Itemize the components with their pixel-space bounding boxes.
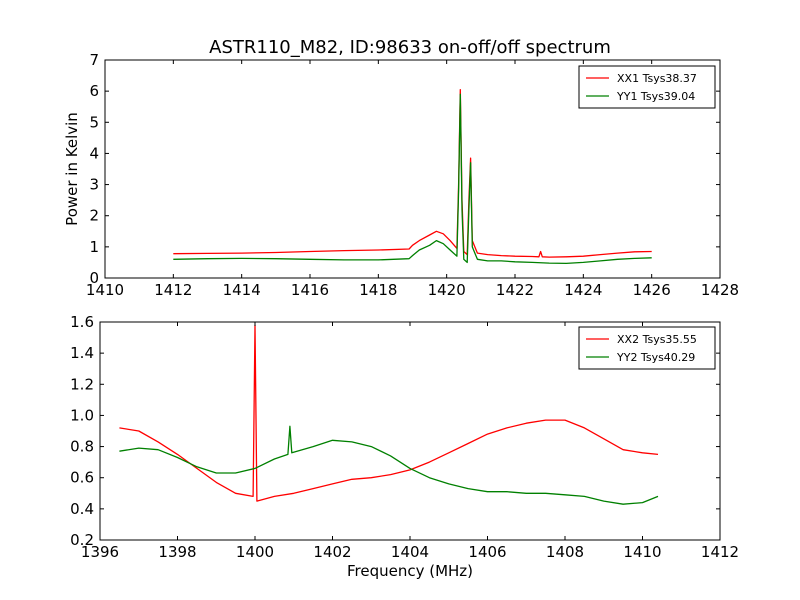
top-x-tick-label: 1426 (633, 281, 671, 299)
top-x-tick-label: 1416 (291, 281, 329, 299)
top-series-line-2 (173, 93, 652, 265)
top-x-tick-label: 1428 (701, 281, 739, 299)
bottom-x-tick-label: 1408 (546, 543, 584, 561)
bottom-x-tick-label: 1406 (468, 543, 506, 561)
bottom-y-tick-label: 1.0 (70, 406, 94, 424)
bottom-y-tick-label: 1.6 (70, 313, 94, 331)
top-y-tick-label: 6 (89, 82, 99, 100)
top-legend-label-2: YY1 Tsys39.04 (616, 90, 695, 103)
top-y-tick-label: 5 (89, 113, 99, 131)
top-x-tick-label: 1420 (428, 281, 466, 299)
bottom-x-tick-label: 1398 (158, 543, 196, 561)
top-series-layer (173, 88, 652, 265)
top-ticks-layer: 1410 1412 1414 1416 1418 1420 1422 1424 1426 1428… (86, 51, 739, 299)
x-axis-label: Frequency (MHz) (347, 562, 473, 580)
top-x-tick-label: 1424 (564, 281, 602, 299)
top-series-line-1 (173, 88, 652, 258)
top-y-tick-label: 1 (89, 238, 99, 256)
bottom-series-line-1 (119, 324, 659, 502)
bottom-legend: XX2 Tsys35.55 YY2 Tsys40.29 (578, 326, 716, 370)
top-y-tick-label: 0 (89, 269, 99, 287)
bottom-y-tick-label: 0.6 (70, 469, 94, 487)
bottom-y-tick-label: 0.8 (70, 438, 94, 456)
top-x-tick-label: 1418 (359, 281, 397, 299)
figure-title: ASTR110_M82, ID:98633 on-off/off spectru… (209, 37, 611, 58)
bottom-x-tick-label: 1400 (236, 543, 274, 561)
bottom-legend-label-1: XX2 Tsys35.55 (617, 333, 697, 346)
top-legend-box (578, 65, 716, 109)
top-legend-label-1: XX1 Tsys38.37 (617, 72, 697, 85)
top-y-axis-label: Power in Kelvin (63, 112, 81, 226)
bottom-y-tick-label: 1.2 (70, 375, 94, 393)
top-y-tick-label: 3 (89, 176, 99, 194)
bottom-legend-box (578, 326, 716, 370)
bottom-y-tick-label: 1.4 (70, 344, 94, 362)
bottom-y-tick-label: 0.4 (70, 500, 94, 518)
bottom-x-tick-label: 1402 (313, 543, 351, 561)
bottom-x-tick-label: 1404 (391, 543, 429, 561)
top-y-tick-label: 7 (89, 51, 99, 69)
bottom-legend-label-2: YY2 Tsys40.29 (616, 351, 695, 364)
top-x-tick-label: 1414 (223, 281, 261, 299)
top-x-tick-label: 1412 (154, 281, 192, 299)
bottom-series-layer (119, 324, 659, 505)
bottom-series-line-2 (119, 425, 659, 505)
top-y-tick-label: 2 (89, 207, 99, 225)
bottom-x-tick-label: 1410 (623, 543, 661, 561)
bottom-y-tick-label: 0.2 (70, 531, 94, 549)
top-plot-frame (104, 59, 721, 279)
bottom-spectrum-plot: 1396 1398 1400 1402 1404 1406 1408 1410 1412 0.2 0… (70, 313, 739, 580)
bottom-ticks-layer: 1396 1398 1400 1402 1404 1406 1408 1410 1412 0.2 0… (70, 313, 739, 561)
top-spectrum-plot: 1410 1412 1414 1416 1418 1420 1422 1424 1426 1428… (63, 51, 739, 299)
bottom-x-tick-label: 1412 (701, 543, 739, 561)
top-legend: XX1 Tsys38.37 YY1 Tsys39.04 (578, 65, 716, 109)
top-x-tick-label: 1410 (86, 281, 124, 299)
top-x-tick-label: 1422 (496, 281, 534, 299)
bottom-x-tick-label: 1396 (81, 543, 119, 561)
top-y-tick-label: 4 (89, 144, 99, 162)
